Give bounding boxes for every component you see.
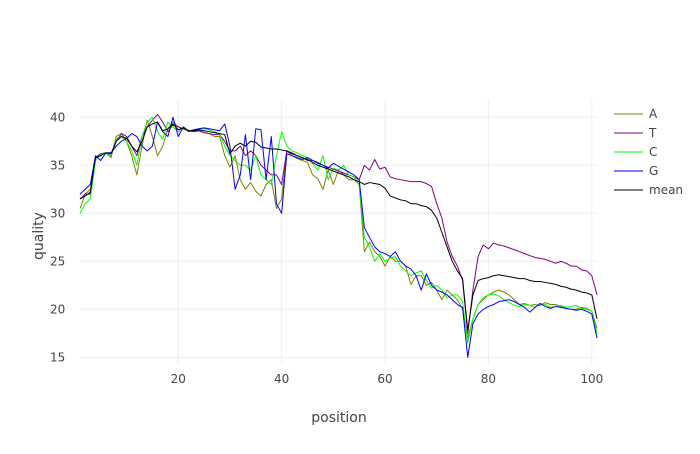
y-tick-label: 15 [50, 350, 65, 364]
legend-item-G[interactable]: G [614, 164, 658, 178]
legend-label: mean [649, 183, 683, 197]
legend-label: C [649, 145, 657, 159]
legend-label: G [649, 164, 658, 178]
series-line-A [79, 119, 598, 339]
y-tick-label: 35 [50, 158, 65, 172]
y-tick-label: 40 [50, 110, 65, 124]
x-tick-label: 100 [580, 372, 603, 386]
legend-item-A[interactable]: A [614, 107, 658, 121]
x-axis-title: position [311, 410, 366, 426]
grid [80, 100, 597, 365]
plot-lines [79, 113, 598, 358]
y-axis-title: quality [31, 212, 47, 260]
series-line-G [79, 116, 598, 358]
x-tick-label: 60 [377, 372, 392, 386]
series-line-mean [79, 121, 598, 331]
series-line-T [79, 113, 598, 334]
x-tick-label: 20 [171, 372, 186, 386]
x-tick-label: 80 [481, 372, 496, 386]
y-tick-label: 30 [50, 206, 65, 220]
x-tick-label: 40 [274, 372, 289, 386]
series-line-C [79, 116, 598, 344]
legend-item-mean[interactable]: mean [614, 183, 683, 197]
legend-label: T [648, 126, 657, 140]
legend-item-T[interactable]: T [614, 126, 657, 140]
legend-label: A [649, 107, 658, 121]
axis-ticks: 20 40 60 80 100 15 20 25 30 35 40 [50, 110, 603, 386]
legend-item-C[interactable]: C [614, 145, 657, 159]
y-tick-label: 20 [50, 302, 65, 316]
y-tick-label: 25 [50, 254, 65, 268]
